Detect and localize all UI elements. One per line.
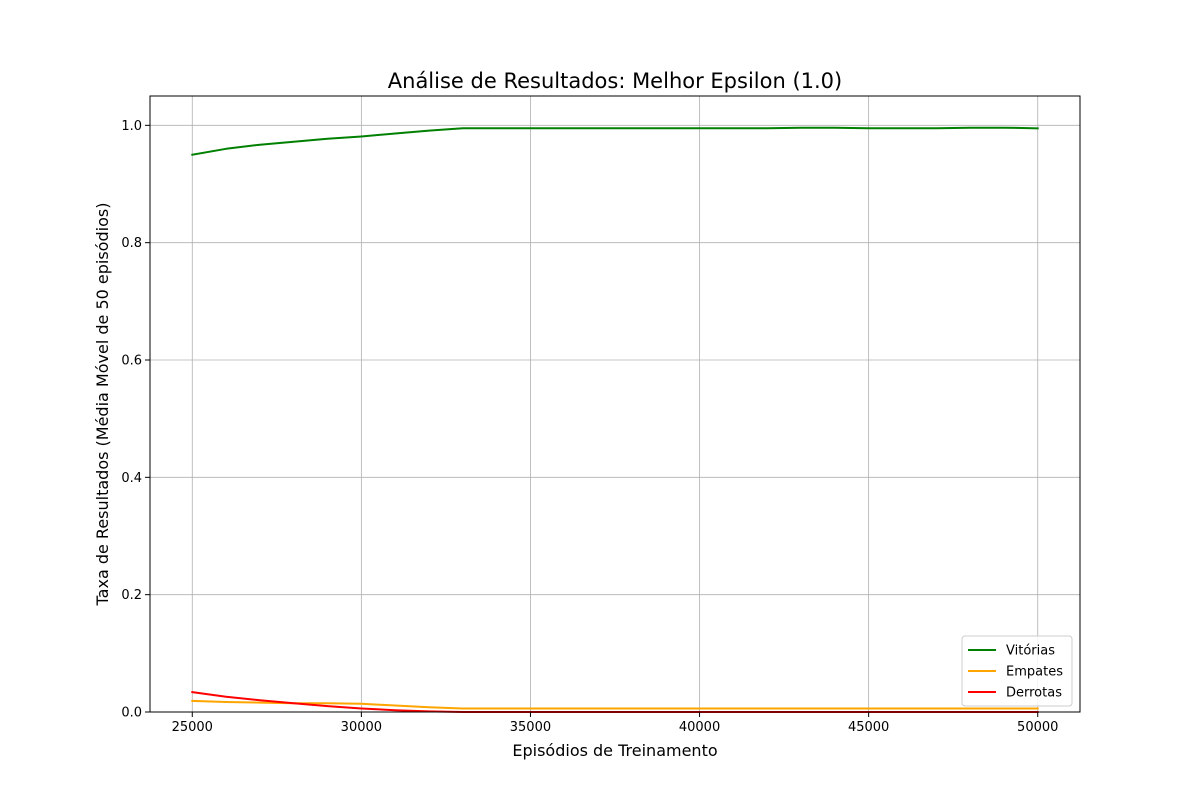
legend-label-vitorias: Vitórias xyxy=(1006,644,1055,659)
y-tick-label: 0.4 xyxy=(121,471,142,486)
chart-title: Análise de Resultados: Melhor Epsilon (1… xyxy=(388,69,842,93)
x-tick-label: 35000 xyxy=(510,720,551,735)
series-line-empates xyxy=(191,699,1039,710)
y-tick-label: 0.8 xyxy=(121,236,142,251)
plot-frame xyxy=(149,95,1081,713)
legend: Vitórias Empates Derrotas xyxy=(961,635,1073,707)
legend-box xyxy=(961,635,1073,707)
x-tick-label: 45000 xyxy=(848,720,889,735)
grid xyxy=(150,96,1080,713)
y-tick-label: 1.0 xyxy=(121,119,142,134)
x-tick-label: 25000 xyxy=(172,720,213,735)
x-tick-label: 40000 xyxy=(679,720,720,735)
x-tick-label: 50000 xyxy=(1017,720,1058,735)
x-tick-label: 30000 xyxy=(341,720,382,735)
y-axis-title: Taxa de Resultados (Média Móvel de 50 ep… xyxy=(93,203,112,607)
legend-label-derrotas: Derrotas xyxy=(1006,686,1062,701)
y-axis: 0.0 0.2 0.4 0.6 0.8 1.0 xyxy=(121,119,150,721)
x-axis: 25000 30000 35000 40000 45000 50000 xyxy=(172,712,1058,735)
legend-label-empates: Empates xyxy=(1006,665,1063,680)
series-line-vitorias xyxy=(191,126,1039,156)
series-layer xyxy=(191,126,1039,713)
y-tick-label: 0.2 xyxy=(121,588,142,603)
x-axis-title: Episódios de Treinamento xyxy=(512,741,717,760)
y-tick-label: 0.0 xyxy=(121,706,142,721)
y-tick-label: 0.6 xyxy=(121,354,142,369)
